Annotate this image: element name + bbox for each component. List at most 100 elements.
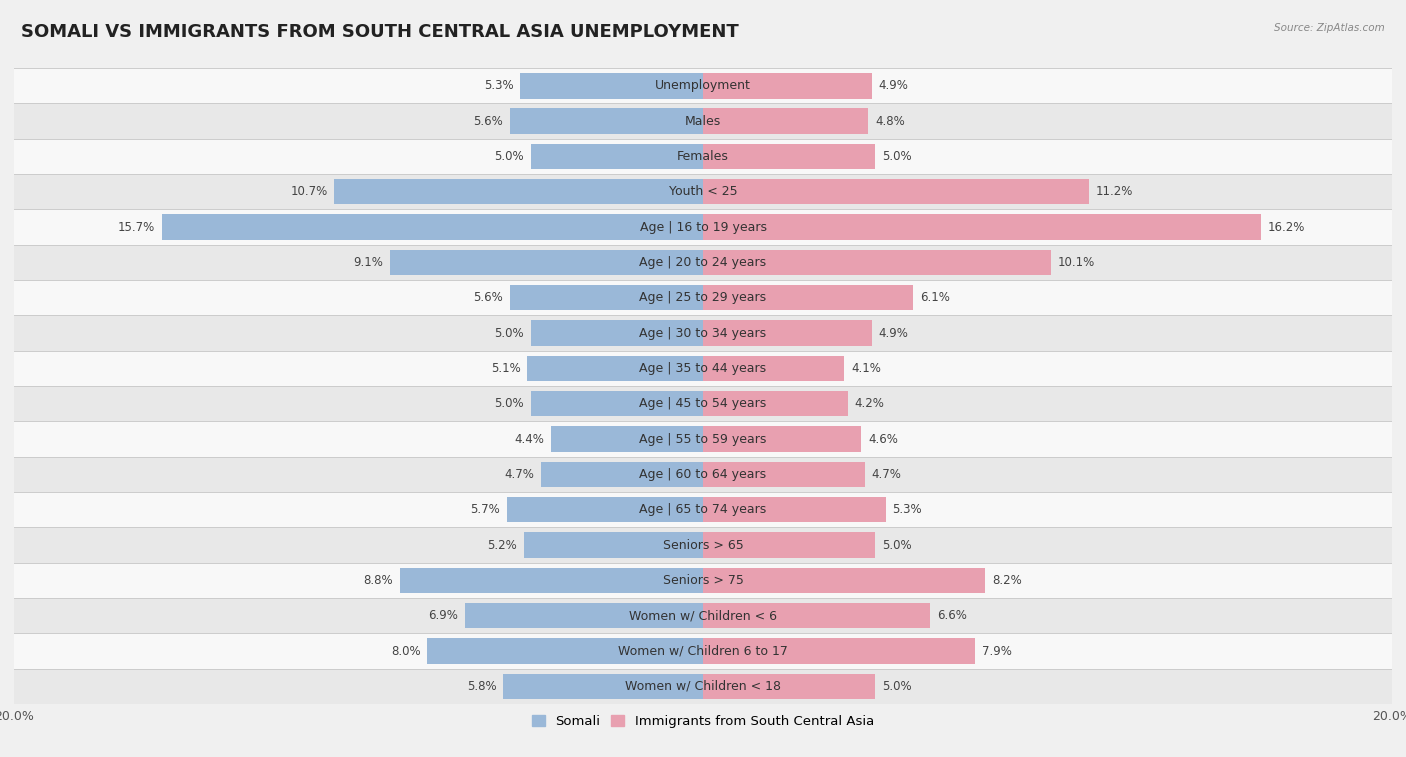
Bar	[14, 668, 1392, 704]
Bar	[510, 108, 703, 134]
Text: 5.3%: 5.3%	[893, 503, 922, 516]
Bar	[14, 280, 1392, 316]
Bar	[162, 214, 703, 240]
Text: 4.6%: 4.6%	[869, 432, 898, 446]
Text: 4.7%: 4.7%	[505, 468, 534, 481]
Bar	[531, 320, 703, 346]
Text: Unemployment: Unemployment	[655, 79, 751, 92]
Bar	[520, 73, 703, 98]
Text: Age | 65 to 74 years: Age | 65 to 74 years	[640, 503, 766, 516]
Text: 10.1%: 10.1%	[1057, 256, 1095, 269]
Text: 6.1%: 6.1%	[920, 291, 950, 304]
Text: 5.7%: 5.7%	[470, 503, 499, 516]
Text: Seniors > 65: Seniors > 65	[662, 538, 744, 552]
Text: Women w/ Children < 18: Women w/ Children < 18	[626, 680, 780, 693]
Bar	[703, 108, 869, 134]
Text: Women w/ Children < 6: Women w/ Children < 6	[628, 609, 778, 622]
Bar	[703, 674, 875, 699]
Bar	[703, 144, 875, 169]
Bar	[541, 462, 703, 487]
Text: 5.6%: 5.6%	[474, 114, 503, 128]
Text: Age | 35 to 44 years: Age | 35 to 44 years	[640, 362, 766, 375]
Bar	[703, 214, 1261, 240]
Text: 5.0%: 5.0%	[882, 680, 911, 693]
Bar	[399, 568, 703, 593]
Text: SOMALI VS IMMIGRANTS FROM SOUTH CENTRAL ASIA UNEMPLOYMENT: SOMALI VS IMMIGRANTS FROM SOUTH CENTRAL …	[21, 23, 738, 41]
Text: 4.8%: 4.8%	[875, 114, 905, 128]
Text: 5.0%: 5.0%	[495, 397, 524, 410]
Text: 8.2%: 8.2%	[993, 574, 1022, 587]
Text: 5.3%: 5.3%	[484, 79, 513, 92]
Text: Source: ZipAtlas.com: Source: ZipAtlas.com	[1274, 23, 1385, 33]
Bar	[531, 391, 703, 416]
Text: 5.0%: 5.0%	[882, 150, 911, 163]
Text: 4.9%: 4.9%	[879, 79, 908, 92]
Bar	[703, 356, 844, 381]
Text: Age | 45 to 54 years: Age | 45 to 54 years	[640, 397, 766, 410]
Bar	[14, 350, 1392, 386]
Text: Age | 60 to 64 years: Age | 60 to 64 years	[640, 468, 766, 481]
Bar	[335, 179, 703, 204]
Text: 5.0%: 5.0%	[882, 538, 911, 552]
Bar	[703, 532, 875, 558]
Bar	[703, 497, 886, 522]
Text: 7.9%: 7.9%	[981, 644, 1012, 658]
Bar	[14, 210, 1392, 245]
Bar	[14, 456, 1392, 492]
Bar	[506, 497, 703, 522]
Text: 5.2%: 5.2%	[488, 538, 517, 552]
Bar	[531, 144, 703, 169]
Bar	[703, 638, 976, 664]
Text: Age | 55 to 59 years: Age | 55 to 59 years	[640, 432, 766, 446]
Text: Seniors > 75: Seniors > 75	[662, 574, 744, 587]
Text: 6.6%: 6.6%	[938, 609, 967, 622]
Bar	[703, 462, 865, 487]
Bar	[703, 391, 848, 416]
Bar	[14, 316, 1392, 350]
Text: 5.0%: 5.0%	[495, 150, 524, 163]
Text: 5.8%: 5.8%	[467, 680, 496, 693]
Bar	[703, 568, 986, 593]
Bar	[14, 386, 1392, 422]
Bar	[551, 426, 703, 452]
Text: 4.2%: 4.2%	[855, 397, 884, 410]
Text: 9.1%: 9.1%	[353, 256, 382, 269]
Bar	[14, 245, 1392, 280]
Bar	[703, 320, 872, 346]
Text: 5.6%: 5.6%	[474, 291, 503, 304]
Text: Youth < 25: Youth < 25	[669, 185, 737, 198]
Text: 16.2%: 16.2%	[1268, 220, 1305, 234]
Bar	[510, 285, 703, 310]
Bar	[14, 492, 1392, 528]
Text: Age | 20 to 24 years: Age | 20 to 24 years	[640, 256, 766, 269]
Text: 4.1%: 4.1%	[851, 362, 882, 375]
Bar	[703, 603, 931, 628]
Bar	[703, 426, 862, 452]
Text: 15.7%: 15.7%	[118, 220, 155, 234]
Bar	[14, 174, 1392, 210]
Bar	[524, 532, 703, 558]
Text: Women w/ Children 6 to 17: Women w/ Children 6 to 17	[619, 644, 787, 658]
Text: 11.2%: 11.2%	[1095, 185, 1133, 198]
Bar	[14, 139, 1392, 174]
Text: 4.7%: 4.7%	[872, 468, 901, 481]
Legend: Somali, Immigrants from South Central Asia: Somali, Immigrants from South Central As…	[527, 712, 879, 732]
Bar	[14, 528, 1392, 562]
Bar	[14, 598, 1392, 634]
Bar	[14, 68, 1392, 104]
Text: Age | 16 to 19 years: Age | 16 to 19 years	[640, 220, 766, 234]
Text: 5.1%: 5.1%	[491, 362, 520, 375]
Bar	[703, 179, 1088, 204]
Bar	[14, 562, 1392, 598]
Bar	[703, 73, 872, 98]
Bar	[427, 638, 703, 664]
Text: 5.0%: 5.0%	[495, 326, 524, 340]
Bar	[503, 674, 703, 699]
Text: Age | 30 to 34 years: Age | 30 to 34 years	[640, 326, 766, 340]
Bar	[703, 285, 912, 310]
Text: Age | 25 to 29 years: Age | 25 to 29 years	[640, 291, 766, 304]
Bar	[14, 422, 1392, 456]
Bar	[14, 634, 1392, 668]
Bar	[527, 356, 703, 381]
Bar	[389, 250, 703, 275]
